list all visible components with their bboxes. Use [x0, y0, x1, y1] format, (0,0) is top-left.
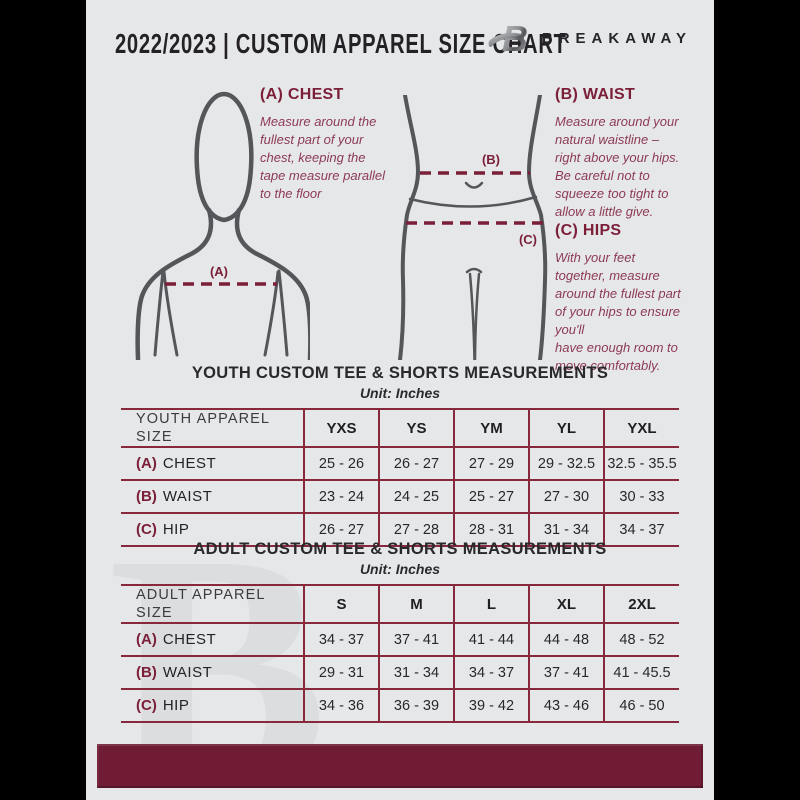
adult-size-table: ADULT APPAREL SIZE S M L XL 2XL (A) CHEST… [121, 584, 679, 723]
measurement-cell: 44 - 48 [528, 622, 604, 656]
guide-text-chest: Measure around the fullest part of your … [260, 114, 386, 201]
table-row: (B) WAIST 29 - 31 31 - 34 34 - 37 37 - 41… [121, 655, 679, 689]
size-column-header: YXS [303, 408, 379, 447]
row-key: (B) [136, 487, 157, 505]
measurement-cell: 37 - 41 [528, 655, 604, 689]
size-chart-document: B 2022/2023 | CUSTOM APPAREL SIZE CHART … [86, 0, 714, 800]
table-row: (B) WAIST 23 - 24 24 - 25 25 - 27 27 - 30… [121, 479, 679, 513]
chest-figure-diagram: (A) [135, 91, 310, 360]
youth-size-table: YOUTH APPAREL SIZE YXS YS YM YL YXL (A) C… [121, 408, 679, 547]
adult-table-unit: Unit: Inches [359, 561, 441, 577]
youth-table-unit: Unit: Inches [359, 385, 441, 401]
footer-accent-bar [97, 744, 703, 788]
measurement-cell: 34 - 36 [303, 688, 379, 723]
adult-measurements-section: ADULT CUSTOM TEE & SHORTS MEASUREMENTS U… [86, 540, 714, 723]
measurement-cell: 41 - 44 [453, 622, 529, 656]
adult-table-title: ADULT CUSTOM TEE & SHORTS MEASUREMENTS [193, 540, 607, 558]
row-key: (B) [136, 663, 157, 681]
measurement-cell: 25 - 27 [453, 479, 529, 513]
size-column-header: S [303, 584, 379, 623]
size-column-header: YL [528, 408, 604, 447]
row-label: HIP [162, 696, 190, 714]
guide-heading-hips: (C) HIPS [555, 222, 622, 239]
size-column-header: M [378, 584, 454, 623]
guide-text-hips: With your feet together, measure around … [555, 250, 681, 373]
size-column-header: L [453, 584, 529, 623]
logo-swoosh [488, 32, 524, 47]
guide-text-waist: Measure around your natural waistline – … [555, 114, 680, 219]
measurement-cell: 27 - 30 [528, 479, 604, 513]
row-key: (A) [136, 454, 157, 472]
row-label: WAIST [162, 487, 213, 505]
measurement-cell: 31 - 34 [378, 655, 454, 689]
size-column-header: YS [378, 408, 454, 447]
row-label: CHEST [162, 454, 217, 472]
measurement-cell: 46 - 50 [603, 688, 679, 723]
measurement-cell: 27 - 28 [378, 512, 454, 547]
table-row: (A) CHEST 25 - 26 26 - 27 27 - 29 29 - 32… [121, 446, 679, 480]
measurement-cell: 26 - 27 [303, 512, 379, 547]
table-header-row: ADULT APPAREL SIZE S M L XL 2XL [121, 584, 679, 623]
waist-line-label: (B) [482, 152, 500, 167]
waist-hips-figure-diagram: (B) (C) [398, 95, 548, 360]
measurement-cell: 39 - 42 [453, 688, 529, 723]
breakaway-logo-icon: B [488, 18, 528, 58]
measurement-cell: 25 - 26 [303, 446, 379, 480]
brand-name: BREAKAWAY [541, 29, 692, 47]
measurement-cell: 41 - 45.5 [603, 655, 679, 689]
hips-line-label: (C) [519, 232, 537, 247]
row-key: (C) [136, 520, 157, 538]
adult-size-header: ADULT APPAREL SIZE [136, 587, 266, 621]
measurement-cell: 27 - 29 [453, 446, 529, 480]
size-column-header: 2XL [603, 584, 679, 623]
measurement-cell: 36 - 39 [378, 688, 454, 723]
row-label: HIP [162, 520, 190, 538]
guide-heading-chest: (A) CHEST [260, 86, 344, 103]
size-column-header: YM [453, 408, 529, 447]
measurement-cell: 34 - 37 [303, 622, 379, 656]
size-column-header: XL [528, 584, 604, 623]
chest-line-label: (A) [210, 264, 228, 279]
measurement-cell: 28 - 31 [453, 512, 529, 547]
youth-size-header: YOUTH APPAREL SIZE [136, 411, 270, 445]
table-row: (C) HIP 34 - 36 36 - 39 39 - 42 43 - 46 4… [121, 688, 679, 723]
guide-section-chest: (A) CHEST Measure around the fullest par… [260, 86, 400, 203]
measurement-cell: 30 - 33 [603, 479, 679, 513]
measurement-cell: 32.5 - 35.5 [603, 446, 679, 480]
guide-section-hips: (C) HIPS With your feet together, measur… [555, 222, 713, 375]
row-key: (C) [136, 696, 157, 714]
row-key: (A) [136, 630, 157, 648]
measurement-cell: 37 - 41 [378, 622, 454, 656]
row-label: CHEST [162, 630, 217, 648]
size-column-header: YXL [603, 408, 679, 447]
brand-block: B BREAKAWAY [487, 18, 692, 58]
measurement-cell: 24 - 25 [378, 479, 454, 513]
row-label: WAIST [162, 663, 213, 681]
measurement-cell: 23 - 24 [303, 479, 379, 513]
youth-measurements-section: YOUTH CUSTOM TEE & SHORTS MEASUREMENTS U… [86, 364, 714, 547]
measurement-cell: 26 - 27 [378, 446, 454, 480]
table-row: (A) CHEST 34 - 37 37 - 41 41 - 44 44 - 48… [121, 622, 679, 656]
guide-heading-waist: (B) WAIST [555, 86, 636, 103]
measurement-cell: 31 - 34 [528, 512, 604, 547]
table-header-row: YOUTH APPAREL SIZE YXS YS YM YL YXL [121, 408, 679, 447]
measurement-cell: 34 - 37 [453, 655, 529, 689]
measurement-cell: 43 - 46 [528, 688, 604, 723]
measurement-cell: 48 - 52 [603, 622, 679, 656]
youth-table-title: YOUTH CUSTOM TEE & SHORTS MEASUREMENTS [191, 364, 609, 382]
measurement-cell: 29 - 32.5 [528, 446, 604, 480]
measurement-cell: 34 - 37 [603, 512, 679, 547]
measurement-cell: 29 - 31 [303, 655, 379, 689]
table-row: (C) HIP 26 - 27 27 - 28 28 - 31 31 - 34 3… [121, 512, 679, 547]
guide-section-waist: (B) WAIST Measure around your natural wa… [555, 86, 713, 221]
